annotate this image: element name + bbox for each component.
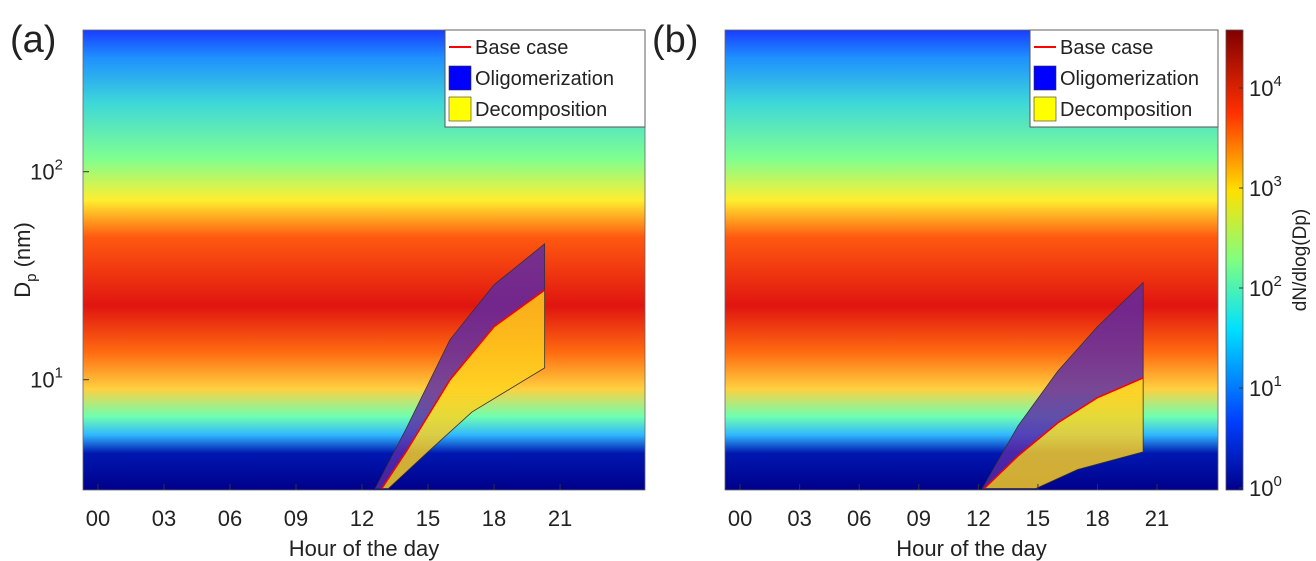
legend-swatch: [448, 96, 472, 122]
x-tick-label: 06: [218, 506, 242, 531]
colorbar-tick-label: 102: [1249, 273, 1282, 301]
x-tick-label: 00: [728, 506, 752, 531]
colorbar-tick-label-base: 10: [1249, 276, 1273, 301]
colorbar-label: dN/dlog(Dp): [1290, 209, 1311, 311]
legend-label: Oligomerization: [475, 68, 614, 90]
colorbar-tick-label-exponent: 4: [1273, 73, 1281, 90]
x-tick-label: 21: [1145, 506, 1169, 531]
panel-label: (b): [652, 19, 698, 61]
y-tick-label-base: 10: [30, 160, 54, 185]
x-tick-label: 06: [847, 506, 871, 531]
x-tick-label: 12: [966, 506, 990, 531]
legend-label: Base case: [475, 37, 568, 59]
x-tick-label: 09: [284, 506, 308, 531]
legend-swatch: [1033, 65, 1057, 91]
y-label-main: D: [10, 282, 35, 298]
colorbar-tick-label-exponent: 3: [1273, 173, 1281, 190]
plot-area: [981, 281, 1144, 490]
line: [381, 289, 546, 489]
y-tick-label: 102: [30, 157, 63, 185]
colorbar-tick-label: 101: [1249, 373, 1282, 401]
plot-frame: [82, 29, 646, 491]
x-tick-label: 12: [350, 506, 374, 531]
x-tick-label: 09: [907, 506, 931, 531]
legend-label: Decomposition: [475, 99, 607, 121]
legend: Base case Oligomerization Decomposition: [1029, 29, 1219, 128]
x-tick-label: 15: [1026, 506, 1050, 531]
colorbar-tick-label: 100: [1249, 473, 1282, 501]
colorbar-ramp: [1225, 29, 1244, 491]
colorbar-tick-label-base: 10: [1249, 476, 1273, 501]
x-tick-label: 03: [787, 506, 811, 531]
x-tick-label: 18: [482, 506, 506, 531]
plot-area: [374, 243, 546, 489]
panel-label: (a): [10, 19, 56, 61]
legend: Base case Oligomerization Decomposition: [444, 29, 646, 128]
x-tick-label: 15: [416, 506, 440, 531]
x-tick-label: 21: [548, 506, 572, 531]
colorbar-tick-label-base: 10: [1249, 376, 1273, 401]
legend-swatch: [1033, 96, 1057, 122]
x-axis-label: Hour of the day: [289, 536, 439, 561]
y-tick-label: 101: [30, 365, 63, 393]
x-tick-label: 18: [1085, 506, 1109, 531]
x-axis-label: Hour of the day: [896, 536, 1046, 561]
legend-swatch: [448, 65, 472, 91]
line: [983, 377, 1144, 490]
legend-label: Base case: [1060, 37, 1153, 59]
colorbar-tick-label: 103: [1249, 173, 1282, 201]
x-tick-label: 03: [152, 506, 176, 531]
colorbar-tick-label: 104: [1249, 73, 1282, 101]
y-axis-label: Dp (nm): [10, 222, 40, 298]
y-tick-label-exponent: 1: [55, 365, 63, 382]
colorbar-tick-label-exponent: 2: [1273, 273, 1281, 290]
y-tick-label-base: 10: [30, 368, 54, 393]
y-label-sub: p: [23, 274, 40, 282]
legend-label: Oligomerization: [1060, 68, 1199, 90]
colorbar-tick-label-base: 10: [1249, 76, 1273, 101]
colorbar-tick-label-base: 10: [1249, 176, 1273, 201]
legend-label: Decomposition: [1060, 99, 1192, 121]
x-tick-label: 00: [86, 506, 110, 531]
y-tick-label-exponent: 2: [55, 157, 63, 174]
colorbar-tick-label-exponent: 0: [1273, 473, 1281, 490]
colorbar-tick-label-exponent: 1: [1273, 373, 1281, 390]
plot-frame: [724, 29, 1219, 491]
y-label-rest: (nm): [10, 222, 35, 273]
